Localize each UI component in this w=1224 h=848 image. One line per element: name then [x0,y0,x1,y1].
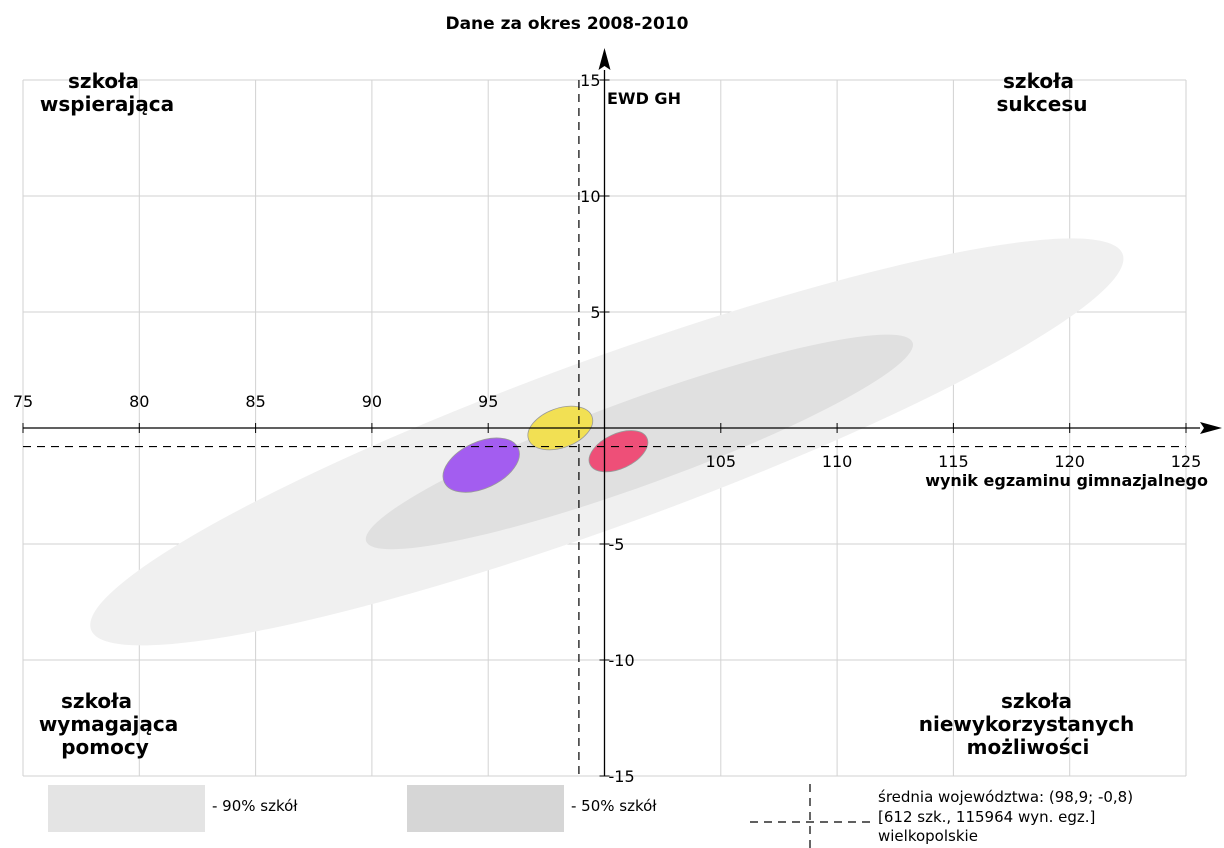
legend-label-50: - 50% szkół [571,797,657,815]
y-tick-label: -10 [609,651,635,670]
legend-mean-stats: [612 szk., 115964 wyn. egz.] [878,808,1095,826]
quadrant-bottom-right: szkoła niewykorzystanych możliwości [919,689,1142,759]
legend-mean-label: średnia województwa: (98,9; -0,8) [878,788,1133,806]
x-tick-label: 90 [362,392,382,411]
x-tick-label: 125 [1171,452,1202,471]
legend-region: wielkopolskie [878,827,978,845]
legend-swatch-90 [48,785,205,832]
school-ellipse [588,430,649,473]
mean-lines [23,80,1186,776]
quadrant-bottom-left: szkoła wymagająca pomocy [39,689,185,759]
x-tick-label: 110 [822,452,853,471]
x-axis-label: wynik egzaminu gimnazjalnego [925,471,1208,490]
y-axis-arrow [598,48,611,70]
y-tick-label: 15 [580,71,600,90]
y-tick-label: 5 [590,303,600,322]
chart-title: Dane za okres 2008-2010 [445,14,688,34]
legend: - 90% szkół - 50% szkół średnia wojewódz… [48,784,1133,848]
legend-swatch-50 [407,785,564,832]
y-axis-label: EWD GH [607,89,681,108]
legend-label-90: - 90% szkół [212,797,298,815]
axes [22,48,1222,777]
x-tick-label: 120 [1054,452,1085,471]
quadrant-top-left: szkoła wspierająca [40,69,174,116]
x-tick-label: 80 [129,392,149,411]
y-tick-label: 10 [580,187,600,206]
quadrant-top-right: szkoła sukcesu [996,69,1087,116]
x-tick-label: 95 [478,392,498,411]
y-tick-label: -5 [609,535,625,554]
y-tick-label: -15 [609,767,635,786]
x-axis-arrow [1200,422,1222,434]
x-tick-label: 75 [13,392,33,411]
x-tick-label: 85 [245,392,265,411]
x-tick-label: 105 [706,452,737,471]
school-ellipse [442,437,520,493]
x-tick-label: 115 [938,452,969,471]
